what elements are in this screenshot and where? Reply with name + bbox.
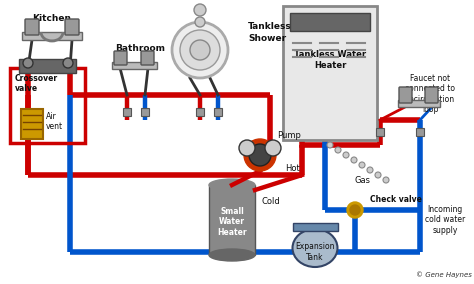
Text: Crossover
valve: Crossover valve [15, 74, 58, 93]
Circle shape [244, 139, 276, 171]
FancyBboxPatch shape [123, 108, 131, 116]
Text: Kitchen: Kitchen [33, 14, 72, 23]
Circle shape [63, 58, 73, 68]
Text: Cold: Cold [261, 197, 280, 206]
Text: Gas: Gas [355, 176, 371, 185]
Ellipse shape [209, 249, 255, 261]
Text: Expansion
Tank: Expansion Tank [295, 242, 335, 262]
Circle shape [23, 58, 33, 68]
Circle shape [367, 167, 373, 173]
FancyBboxPatch shape [19, 59, 76, 73]
FancyBboxPatch shape [214, 108, 222, 116]
Text: Small
Water
Heater: Small Water Heater [217, 207, 247, 237]
Text: Hot: Hot [285, 164, 300, 172]
Circle shape [172, 22, 228, 78]
Text: Check valve: Check valve [370, 195, 422, 204]
Text: Incoming
cold water
supply: Incoming cold water supply [425, 205, 465, 235]
Text: © Gene Haynes: © Gene Haynes [416, 271, 472, 278]
FancyBboxPatch shape [290, 13, 370, 31]
FancyBboxPatch shape [141, 108, 149, 116]
FancyBboxPatch shape [141, 51, 154, 65]
Text: Bathroom: Bathroom [115, 44, 165, 53]
FancyBboxPatch shape [114, 51, 127, 65]
FancyBboxPatch shape [25, 19, 39, 35]
FancyBboxPatch shape [425, 87, 438, 103]
FancyBboxPatch shape [416, 128, 424, 136]
Ellipse shape [292, 229, 337, 267]
FancyBboxPatch shape [21, 109, 43, 139]
Text: Tankless Water
Heater: Tankless Water Heater [294, 50, 366, 70]
Text: Pump: Pump [277, 131, 301, 140]
FancyBboxPatch shape [398, 100, 440, 107]
FancyBboxPatch shape [112, 62, 157, 69]
FancyBboxPatch shape [293, 223, 338, 231]
Bar [10, 68, 85, 143]
Circle shape [249, 144, 271, 166]
FancyBboxPatch shape [22, 32, 82, 40]
Ellipse shape [209, 179, 255, 191]
Text: Air
vent: Air vent [46, 112, 63, 131]
Circle shape [347, 202, 363, 218]
Circle shape [383, 177, 389, 183]
Text: Shower: Shower [248, 34, 286, 43]
Circle shape [343, 152, 349, 158]
Circle shape [335, 147, 341, 153]
FancyBboxPatch shape [283, 6, 377, 140]
FancyBboxPatch shape [376, 128, 384, 136]
Circle shape [195, 17, 205, 27]
Text: Tankless: Tankless [248, 22, 292, 31]
Text: Faucet not
connected to
recirculation
loop: Faucet not connected to recirculation lo… [405, 74, 455, 114]
Circle shape [327, 142, 333, 148]
Bar [209, 185, 255, 255]
Circle shape [180, 30, 220, 70]
Circle shape [194, 4, 206, 16]
Circle shape [375, 172, 381, 178]
Circle shape [359, 162, 365, 168]
FancyBboxPatch shape [65, 19, 79, 35]
Circle shape [351, 157, 357, 163]
Circle shape [350, 205, 360, 215]
Circle shape [265, 140, 281, 156]
Circle shape [239, 140, 255, 156]
Circle shape [190, 40, 210, 60]
FancyBboxPatch shape [196, 108, 204, 116]
FancyBboxPatch shape [399, 87, 412, 103]
